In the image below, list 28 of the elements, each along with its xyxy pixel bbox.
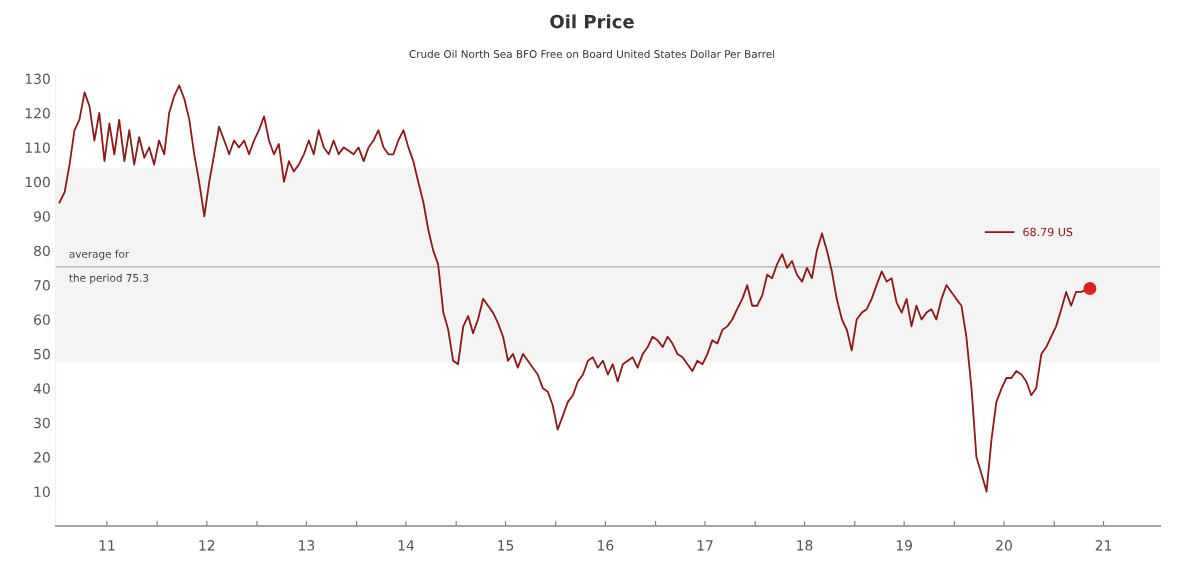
x-tick-label: 20 xyxy=(996,540,1012,551)
chart-title: Oil Price xyxy=(550,14,634,29)
y-tick-label: 30 xyxy=(34,417,50,429)
y-tick-label: 90 xyxy=(33,211,50,222)
x-tick-label: 21 xyxy=(1095,540,1112,551)
x-tick-label: 17 xyxy=(697,540,713,551)
y-tick-label: 80 xyxy=(34,245,50,257)
y-tick-label: 130 xyxy=(25,73,50,85)
x-tick-label: 13 xyxy=(299,540,315,551)
y-tick-label: 110 xyxy=(25,142,50,153)
y-tick-label: 60 xyxy=(34,314,50,325)
y-tick-label: 100 xyxy=(25,176,50,188)
legend-label: 68.79 US xyxy=(1023,227,1073,237)
y-tick-label: 70 xyxy=(34,280,50,291)
x-tick-label: 18 xyxy=(797,540,813,551)
chart-subtitle: Crude Oil North Sea BFO Free on Board United States Dollar Per Barrel xyxy=(409,49,775,58)
y-tick-label: 20 xyxy=(34,452,50,463)
x-tick-label: 19 xyxy=(896,540,912,551)
x-tick-label: 14 xyxy=(398,540,415,551)
x-tick-label: 16 xyxy=(598,540,614,551)
text: average for the period 75.3 xyxy=(69,249,149,284)
y-tick-label: 40 xyxy=(33,383,50,394)
x-tick-label: 12 xyxy=(199,540,215,551)
y-tick-label: 120 xyxy=(25,107,50,119)
y-tick-label: 10 xyxy=(34,486,50,498)
x-tick-label: 15 xyxy=(498,540,514,551)
y-tick-label: 50 xyxy=(34,348,50,360)
x-tick-label: 11 xyxy=(99,540,115,551)
